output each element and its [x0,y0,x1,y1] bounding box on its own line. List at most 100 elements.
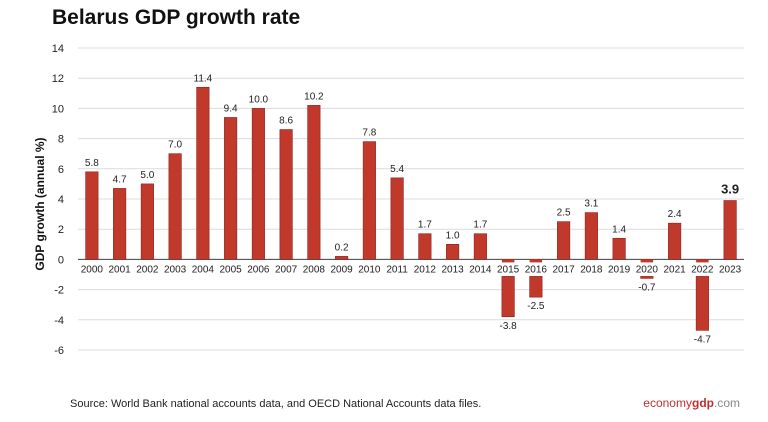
bar-2011 [390,177,404,260]
bar-stub [696,259,709,263]
x-tick-label: 2019 [608,264,631,275]
bar-2004 [196,86,210,260]
y-axis-label: GDP growth (annual %) [33,137,47,270]
y-tick-label: -2 [54,285,64,297]
data-label: 5.8 [85,158,99,169]
bar-2012 [418,233,432,260]
bar-stub [529,259,543,263]
data-label: 1.0 [446,230,460,241]
bar-2016 [529,276,543,298]
bar-2007 [279,129,293,260]
x-tick-label: 2000 [81,264,104,275]
bar-2023 [723,200,737,260]
bar-2021 [668,222,682,260]
data-label: 3.9 [721,182,739,197]
data-label: 7.8 [362,128,376,139]
data-labels: 5.8 4.7 5.0 7.0 11.4 9.4 10.0 8.6 10.2 0.2 7.8 5.4 1… [85,73,739,345]
data-label: 1.7 [418,220,432,231]
x-tick-label: 2007 [275,264,298,275]
data-label: -2.5 [527,301,545,312]
brand-part-2: gdp [691,396,714,410]
bar-2000 [85,171,99,260]
bar-2020 [640,276,654,279]
x-tick-label: 2010 [358,264,381,275]
x-tick-label: 2014 [469,264,492,275]
y-tick-label: -4 [54,315,64,327]
gridlines [78,47,744,351]
data-label: -0.7 [638,282,656,293]
data-label: 3.1 [584,199,598,210]
data-label: 7.0 [168,140,182,151]
bar-2022 [695,276,709,331]
x-tick-label: 2008 [303,264,326,275]
bar-2002 [140,183,154,260]
x-tick-label: 2003 [164,264,187,275]
bar-2006 [251,108,265,260]
bar-2018 [584,212,598,260]
brand-part-1: economy [643,396,692,410]
bar-2019 [612,237,626,260]
x-tick-label: 2005 [220,264,243,275]
x-tick-label: 2021 [664,264,687,275]
data-label: 1.4 [612,224,626,235]
x-tick-label: 2009 [331,264,354,275]
bar-2014 [473,233,487,260]
bar-2017 [557,221,571,260]
x-tick-label: 2011 [386,264,408,275]
bar-2013 [446,244,460,260]
data-label: 4.7 [113,174,127,185]
bar-2015 [501,276,515,318]
bar-2001 [113,188,127,260]
x-tick-label: 2017 [553,264,576,275]
data-label: 10.2 [304,91,324,102]
brand-part-3: .com [713,396,740,410]
y-tick-label: -6 [54,345,64,357]
x-tick-label: 2015 [497,264,520,275]
data-label: 2.5 [557,208,571,219]
data-label: 11.4 [194,73,213,84]
data-label: 0.2 [335,242,349,253]
data-label: -4.7 [694,334,712,345]
data-label: -3.8 [500,321,518,332]
data-label: 8.6 [279,116,293,127]
data-label: 9.4 [224,103,238,114]
bar-2005 [224,117,238,260]
chart-title: Belarus GDP growth rate [52,6,301,29]
x-tick-label: 2006 [247,264,270,275]
x-tick-label: 2012 [414,264,437,275]
bars [85,86,737,331]
x-tick-label: 2020 [636,264,659,275]
data-label: 10.0 [249,94,269,105]
y-tick-label: 12 [52,73,64,85]
y-tick-label: 0 [58,254,64,266]
x-tick-label: 2004 [192,264,215,275]
x-tick-label: 2013 [442,264,465,275]
y-tick-label: 10 [52,103,64,115]
data-label: 5.4 [390,164,404,175]
y-tick-label: 2 [58,224,64,236]
data-label: 5.0 [140,170,154,181]
bar-2009 [335,256,349,260]
bar-2003 [168,153,182,260]
y-tick-label: 14 [52,43,64,55]
bar-2010 [362,141,376,260]
bar-stub [501,259,515,263]
data-label: 1.7 [473,220,487,231]
x-axis-labels: 2000 2001 2002 2003 2004 2005 2006 2007 2008 2009… [81,264,742,275]
y-axis: -6 -4 -2 0 2 4 6 8 10 12 14 [52,43,64,357]
source-note: Source: World Bank national accounts dat… [70,398,482,410]
y-tick-label: 6 [58,164,64,176]
data-label: 2.4 [668,209,682,220]
x-tick-label: 2002 [136,264,159,275]
y-tick-label: 4 [58,194,64,206]
bar-2008 [307,105,321,260]
brand-logo[interactable]: economygdp.com [643,396,740,410]
x-tick-label: 2001 [109,264,132,275]
y-tick-label: 8 [58,134,64,146]
bar-stub [640,259,654,263]
x-tick-label: 2018 [580,264,603,275]
x-tick-label: 2023 [719,264,742,275]
x-tick-label: 2022 [691,264,714,275]
x-tick-label: 2016 [525,264,548,275]
